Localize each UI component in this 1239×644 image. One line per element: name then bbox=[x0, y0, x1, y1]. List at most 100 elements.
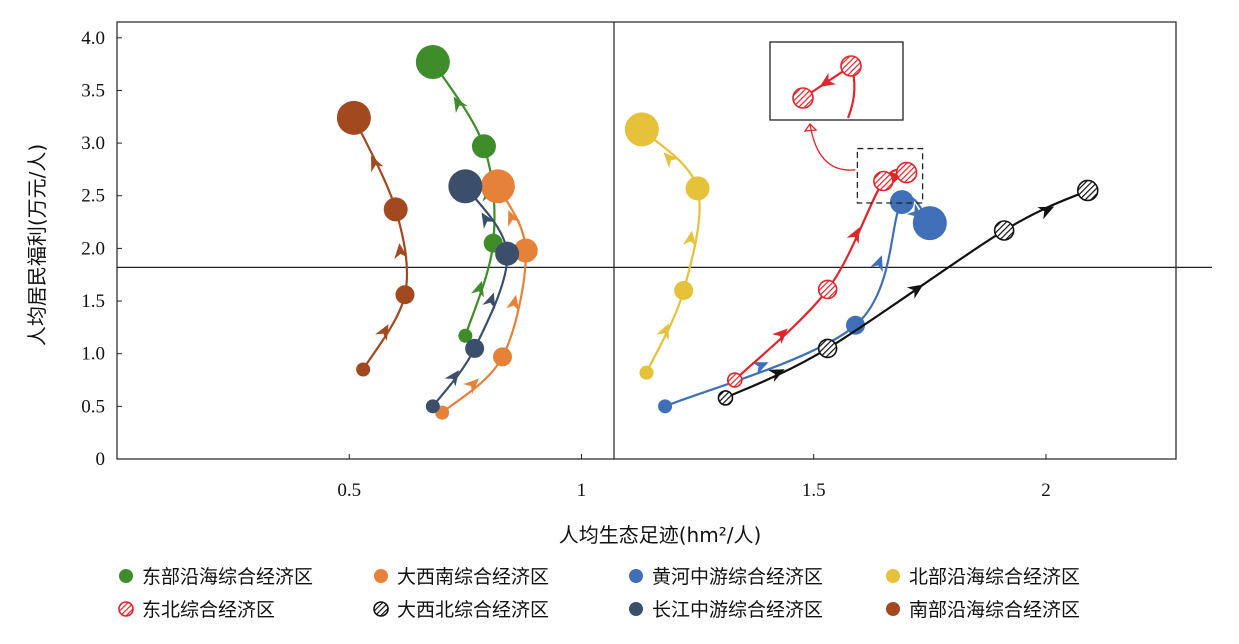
x-tick-label: 0.5 bbox=[337, 480, 361, 501]
legend-label: 大西南综合经济区 bbox=[397, 566, 549, 588]
direction-arrow bbox=[453, 96, 468, 114]
plot-area bbox=[116, 21, 1177, 460]
data-point bbox=[1076, 179, 1099, 202]
direction-arrow bbox=[471, 280, 484, 298]
y-tick-label: 1.5 bbox=[81, 291, 105, 312]
series-layer bbox=[336, 45, 1099, 420]
data-point bbox=[685, 176, 710, 201]
series-4 bbox=[624, 112, 710, 380]
data-point bbox=[415, 45, 450, 80]
legend-label: 长江中游综合经济区 bbox=[652, 599, 823, 621]
legend-label: 东部沿海综合经济区 bbox=[142, 566, 313, 588]
direction-arrow bbox=[481, 212, 496, 229]
legend-marker bbox=[886, 602, 900, 616]
x-tick-label: 1.5 bbox=[802, 480, 826, 501]
y-tick-label: 0 bbox=[96, 449, 106, 470]
legend-label: 黄河中游综合经济区 bbox=[652, 566, 823, 588]
series-7 bbox=[425, 169, 520, 414]
inset-box bbox=[769, 41, 904, 121]
legend-marker bbox=[374, 569, 388, 583]
data-point bbox=[817, 338, 838, 359]
direction-arrow bbox=[767, 369, 785, 383]
direction-arrow bbox=[683, 230, 697, 247]
data-point bbox=[493, 347, 513, 367]
direction-arrow bbox=[506, 294, 520, 312]
inset-point bbox=[792, 87, 814, 109]
data-point bbox=[717, 390, 734, 406]
legend-label: 大西北综合经济区 bbox=[397, 599, 549, 621]
data-point bbox=[336, 100, 371, 135]
data-point bbox=[425, 399, 440, 414]
y-tick-label: 3.5 bbox=[81, 80, 105, 101]
series-6 bbox=[717, 179, 1099, 406]
series-line bbox=[724, 189, 1089, 399]
series-line bbox=[641, 128, 701, 374]
direction-arrow bbox=[444, 370, 460, 387]
zoom-region-box bbox=[856, 147, 924, 204]
data-point bbox=[356, 362, 371, 377]
legend-label: 南部沿海综合经济区 bbox=[909, 599, 1080, 621]
data-point bbox=[639, 365, 654, 380]
direction-arrow bbox=[771, 328, 788, 344]
data-point bbox=[993, 220, 1015, 241]
data-point bbox=[674, 281, 694, 301]
data-point bbox=[395, 285, 415, 305]
data-point bbox=[895, 161, 918, 184]
direction-arrow bbox=[394, 243, 408, 260]
series-2 bbox=[435, 169, 538, 420]
data-point bbox=[912, 206, 947, 241]
x-axis-title: 人均生态足迹(hm²/人) bbox=[559, 523, 762, 547]
y-tick-label: 4.0 bbox=[81, 28, 105, 49]
data-point bbox=[846, 315, 866, 335]
direction-arrow bbox=[870, 255, 883, 272]
direction-arrow bbox=[656, 323, 669, 341]
direction-arrow bbox=[482, 292, 496, 310]
data-point bbox=[873, 170, 894, 192]
legend-marker bbox=[629, 569, 643, 583]
data-point bbox=[658, 399, 673, 414]
data-point bbox=[817, 279, 838, 300]
data-point bbox=[513, 238, 538, 263]
data-point bbox=[624, 112, 659, 147]
direction-arrow bbox=[663, 152, 679, 169]
direction-arrow bbox=[906, 284, 924, 299]
legend-marker bbox=[119, 569, 133, 583]
x-tick-label: 2 bbox=[1041, 480, 1051, 501]
plot-border bbox=[116, 21, 1177, 460]
direction-arrow bbox=[463, 378, 479, 394]
callout-arrow bbox=[809, 123, 856, 171]
y-tick-label: 2.5 bbox=[81, 186, 105, 207]
zoom-inset bbox=[769, 41, 924, 204]
series-line bbox=[664, 196, 931, 408]
data-point bbox=[383, 197, 408, 222]
legend-label: 东北综合经济区 bbox=[142, 599, 275, 621]
data-point bbox=[465, 338, 485, 358]
direction-arrow bbox=[375, 324, 389, 341]
data-point bbox=[495, 241, 520, 266]
x-tick-label: 1 bbox=[577, 480, 587, 501]
data-point bbox=[889, 190, 914, 215]
series-line bbox=[733, 168, 907, 381]
direction-arrow bbox=[846, 227, 860, 244]
legend: 东部沿海综合经济区 大西南综合经济区 黄河中游综合经济区 北部沿海综合经济区东北综合经… bbox=[118, 566, 1080, 621]
data-point bbox=[458, 328, 473, 343]
y-axis-title: 人均居民福利(万元/人) bbox=[25, 144, 49, 346]
series-3 bbox=[658, 190, 947, 414]
legend-marker bbox=[629, 602, 643, 616]
series-8 bbox=[336, 100, 415, 377]
legend-marker bbox=[886, 569, 900, 583]
series-5 bbox=[726, 161, 918, 388]
axis-ticks: 0 0.5 1.0 1.5 2.0 2.5 3.0 3.5 4.0 0.5 1 1.5 2 bbox=[81, 28, 1050, 501]
direction-arrow bbox=[508, 210, 521, 227]
direction-arrow bbox=[1037, 206, 1055, 220]
y-tick-label: 3.0 bbox=[81, 133, 105, 154]
data-point bbox=[726, 372, 743, 388]
inset-point bbox=[840, 55, 862, 77]
direction-arrow bbox=[371, 155, 384, 173]
reference-lines bbox=[117, 22, 1212, 459]
inset-arrow bbox=[819, 72, 836, 87]
legend-label: 北部沿海综合经济区 bbox=[909, 566, 1080, 588]
data-point bbox=[471, 134, 496, 159]
y-tick-label: 2.0 bbox=[81, 238, 105, 259]
y-tick-label: 1.0 bbox=[81, 344, 105, 365]
